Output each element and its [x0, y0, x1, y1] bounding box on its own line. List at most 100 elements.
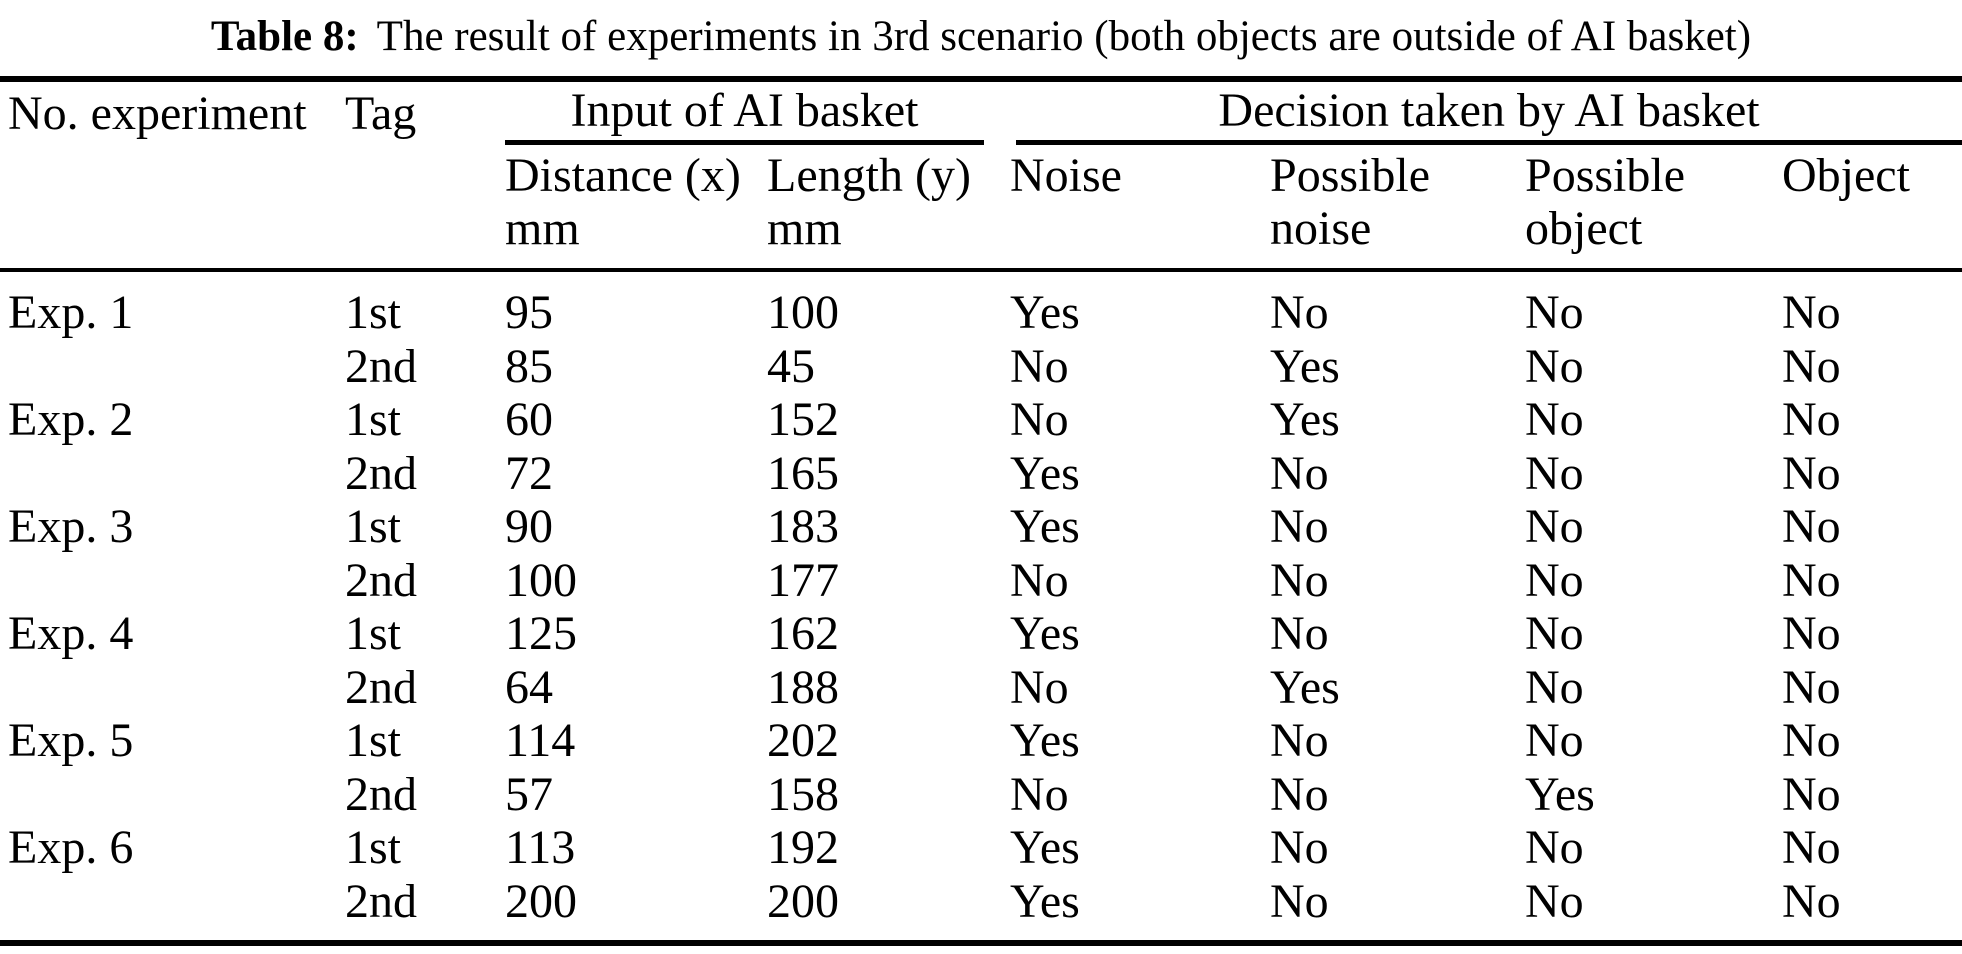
experiment-cell: Exp. 2 — [8, 393, 134, 446]
distance-cell: 200 — [505, 874, 577, 928]
noise-cell: No — [1010, 660, 1069, 714]
object-cell: No — [1782, 660, 1841, 714]
possible-noise-cell: No — [1270, 500, 1329, 553]
distance-cell: 60 — [505, 393, 553, 446]
tag-cell: 1st — [345, 821, 402, 874]
object-cell: No — [1782, 821, 1841, 874]
possible-object-cell: No — [1525, 286, 1584, 339]
col-header-length-line2: mm — [767, 202, 842, 255]
object-cell: No — [1782, 446, 1841, 500]
col-header-possible-noise: Possible noise — [1270, 145, 1525, 270]
experiment-cell: Exp. 3 — [8, 500, 134, 553]
possible-object-cell: No — [1525, 393, 1584, 446]
length-cell: 100 — [767, 286, 839, 339]
noise-cell: Yes — [1010, 607, 1080, 660]
table-row: Exp. 4 1st 125 162 Yes No No No — [0, 607, 1962, 661]
length-cell: 45 — [767, 339, 815, 393]
distance-cell: 85 — [505, 339, 553, 393]
tag-cell: 2nd — [345, 446, 417, 500]
table-row: 2nd 100 177 No No No No — [0, 554, 1962, 608]
length-cell: 152 — [767, 393, 839, 446]
results-table: No. experiment Tag Input of AI basket De… — [0, 76, 1962, 946]
table-row: Exp. 5 1st 114 202 Yes No No No — [0, 714, 1962, 768]
table-row: 2nd 72 165 Yes No No No — [0, 447, 1962, 501]
experiment-cell — [0, 875, 345, 944]
possible-object-cell: No — [1525, 660, 1584, 714]
object-cell: No — [1782, 339, 1841, 393]
possible-noise-cell: No — [1270, 286, 1329, 339]
distance-cell: 90 — [505, 500, 553, 553]
table-row: Exp. 2 1st 60 152 No Yes No No — [0, 393, 1962, 447]
experiment-cell — [0, 340, 345, 394]
noise-cell: Yes — [1010, 446, 1080, 500]
experiment-cell — [0, 768, 345, 822]
possible-noise-cell: No — [1270, 607, 1329, 660]
col-header-distance-line2: mm — [505, 202, 580, 255]
length-cell: 200 — [767, 874, 839, 928]
tag-cell: 1st — [345, 393, 402, 446]
possible-noise-cell: Yes — [1270, 660, 1340, 714]
tag-cell: 2nd — [345, 874, 417, 928]
noise-cell: Yes — [1010, 286, 1080, 339]
experiment-cell — [0, 661, 345, 715]
object-cell: No — [1782, 607, 1841, 660]
possible-object-cell: No — [1525, 821, 1584, 874]
noise-cell: No — [1010, 393, 1069, 446]
noise-cell: Yes — [1010, 714, 1080, 767]
noise-cell: No — [1010, 339, 1069, 393]
experiment-cell: Exp. 4 — [8, 607, 134, 660]
distance-cell: 114 — [505, 714, 576, 767]
noise-cell: Yes — [1010, 821, 1080, 874]
col-header-possible-object: Possible object — [1525, 145, 1782, 270]
col-header-noise: Noise — [1010, 149, 1122, 202]
possible-noise-cell: Yes — [1270, 339, 1340, 393]
noise-cell: Yes — [1010, 500, 1080, 553]
table-row: 2nd 85 45 No Yes No No — [0, 340, 1962, 394]
experiment-cell — [0, 447, 345, 501]
possible-object-cell: No — [1525, 553, 1584, 607]
tag-cell: 1st — [345, 286, 402, 339]
length-cell: 177 — [767, 553, 839, 607]
col-header-no-experiment: No. experiment — [8, 87, 307, 140]
length-cell: 188 — [767, 660, 839, 714]
header-row-columns: Distance (x) mm Length (y) mm Noise Poss… — [0, 145, 1962, 270]
possible-object-cell: No — [1525, 500, 1584, 553]
noise-cell: No — [1010, 767, 1069, 821]
distance-cell: 64 — [505, 660, 553, 714]
noise-cell: Yes — [1010, 874, 1080, 928]
tag-cell: 2nd — [345, 339, 417, 393]
possible-noise-cell: No — [1270, 446, 1329, 500]
possible-noise-cell: No — [1270, 821, 1329, 874]
possible-object-cell: No — [1525, 874, 1584, 928]
possible-noise-cell: No — [1270, 714, 1329, 767]
distance-cell: 113 — [505, 821, 576, 874]
table-caption: Table 8: The result of experiments in 3rd… — [0, 0, 1962, 62]
possible-noise-cell: Yes — [1270, 393, 1340, 446]
col-header-possible-object-line2: object — [1525, 202, 1643, 255]
distance-cell: 100 — [505, 553, 577, 607]
object-cell: No — [1782, 874, 1841, 928]
possible-noise-cell: No — [1270, 767, 1329, 821]
col-header-length-line1: Length (y) — [767, 149, 971, 202]
object-cell: No — [1782, 393, 1841, 446]
length-cell: 158 — [767, 767, 839, 821]
table-row: 2nd 64 188 No Yes No No — [0, 661, 1962, 715]
length-cell: 183 — [767, 500, 839, 553]
table-row: 2nd 57 158 No No Yes No — [0, 768, 1962, 822]
possible-object-cell: No — [1525, 607, 1584, 660]
results-table-header: No. experiment Tag Input of AI basket De… — [0, 79, 1962, 270]
length-cell: 202 — [767, 714, 839, 767]
tag-cell: 1st — [345, 500, 402, 553]
object-cell: No — [1782, 286, 1841, 339]
tag-cell: 2nd — [345, 767, 417, 821]
experiment-cell: Exp. 1 — [8, 286, 134, 339]
object-cell: No — [1782, 500, 1841, 553]
tag-cell: 1st — [345, 607, 402, 660]
col-group-decision: Decision taken by AI basket — [1010, 79, 1962, 145]
table-caption-text: The result of experiments in 3rd scenari… — [376, 13, 1752, 60]
object-cell: No — [1782, 714, 1841, 767]
col-group-input: Input of AI basket — [505, 79, 1010, 145]
col-header-possible-noise-line2: noise — [1270, 202, 1372, 255]
possible-object-cell: No — [1525, 339, 1584, 393]
length-cell: 162 — [767, 607, 839, 660]
